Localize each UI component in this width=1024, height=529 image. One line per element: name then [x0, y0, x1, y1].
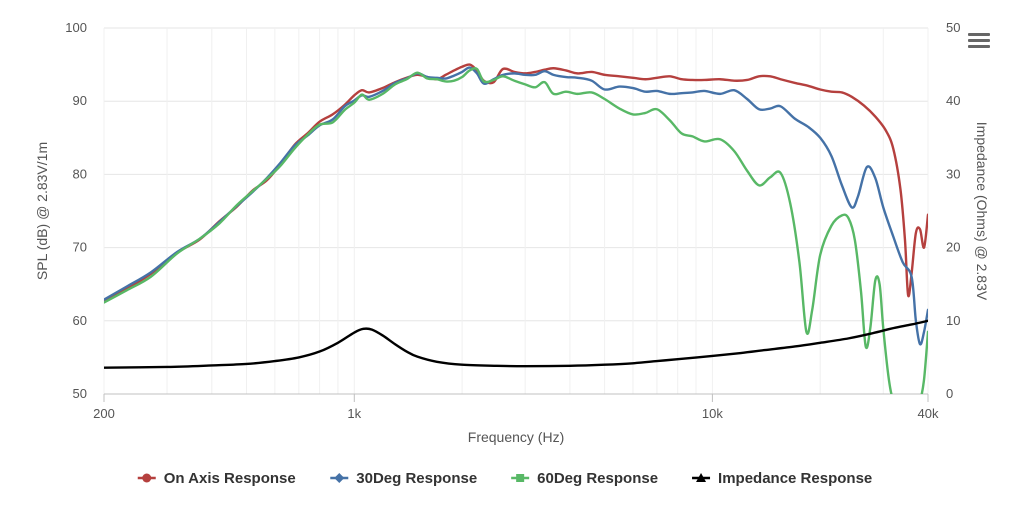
grid-lines: [103, 27, 929, 395]
y-right-tick-label: 30: [946, 166, 960, 181]
y-left-tick-label: 90: [73, 93, 87, 108]
legend-item-on-axis-response[interactable]: On Axis Response: [137, 470, 296, 487]
legend-label: Impedance Response: [718, 470, 872, 487]
y-right-tick-label: 40: [946, 93, 960, 108]
y-right-tick-label: 50: [946, 20, 960, 35]
series-lines: [104, 63, 928, 409]
legend-item-60deg-response[interactable]: 60Deg Response: [511, 470, 658, 487]
y-right-tick-label: 10: [946, 313, 960, 328]
y-right-tick-label: 20: [946, 240, 960, 255]
legend-diamond-marker: [334, 473, 345, 483]
series-line-60deg-response[interactable]: [104, 67, 928, 409]
y-axis-right-title: Impedance (Ohms) @ 2.83V: [974, 122, 990, 301]
legend: On Axis Response 30Deg Response 60Deg Resp…: [137, 470, 872, 487]
y-right-tick-label: 0: [946, 386, 953, 401]
x-tick-label: 200: [93, 406, 115, 421]
y-left-tick-label: 50: [73, 386, 87, 401]
legend-label: 60Deg Response: [537, 470, 658, 487]
menu-bar: [968, 39, 990, 42]
y-left-tick-label: 100: [65, 20, 87, 35]
menu-bar: [968, 45, 990, 48]
hamburger-menu-icon[interactable]: [966, 30, 992, 56]
y-axis-left-title: SPL (dB) @ 2.83V/1m: [34, 142, 50, 280]
x-tick-label: 40k: [918, 406, 939, 421]
y-left-tick-label: 60: [73, 313, 87, 328]
y-left-tick-label: 80: [73, 166, 87, 181]
axis-ticks: 200 1k 10k 40k 50 60 70 80 90 100 0 10 20 30 40 50: [65, 20, 960, 421]
x-tick-label: 10k: [702, 406, 723, 421]
menu-bar: [968, 33, 990, 36]
series-line-impedance-response[interactable]: [104, 319, 928, 369]
x-tick-label: 1k: [347, 406, 361, 421]
legend-item-impedance-response[interactable]: Impedance Response: [692, 470, 872, 487]
legend-label: 30Deg Response: [356, 470, 477, 487]
legend-item-30deg-response[interactable]: 30Deg Response: [330, 470, 477, 487]
legend-square-marker: [516, 474, 525, 482]
legend-label: On Axis Response: [164, 470, 296, 487]
x-axis-title: Frequency (Hz): [468, 429, 564, 445]
series-line-on-axis-response[interactable]: [104, 63, 928, 303]
y-left-tick-label: 70: [73, 240, 87, 255]
legend-circle-marker: [142, 473, 152, 483]
legend-triangle-marker: [696, 473, 707, 482]
